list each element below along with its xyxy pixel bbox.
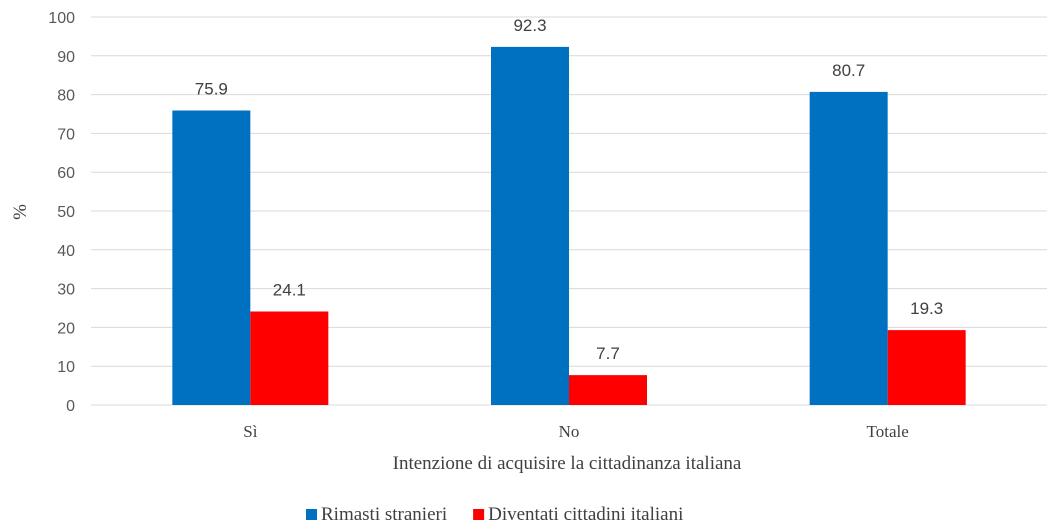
y-tick-label: 80 xyxy=(57,88,75,105)
data-label: 80.7 xyxy=(832,61,865,80)
y-tick-label: 100 xyxy=(48,10,75,27)
x-axis-categories: Sì No Totale xyxy=(243,422,909,441)
bars xyxy=(172,46,966,406)
data-label: 92.3 xyxy=(513,16,546,35)
x-tick-label: No xyxy=(559,422,580,441)
bar xyxy=(172,110,251,406)
legend-label: Diventati cittadini italiani xyxy=(488,504,683,525)
y-axis-title: % xyxy=(10,204,31,220)
data-labels: 75.9 24.1 92.3 7.7 80.7 19.3 xyxy=(195,16,943,363)
legend-swatch xyxy=(306,509,317,520)
x-tick-label: Sì xyxy=(243,422,257,441)
y-tick-label: 70 xyxy=(57,126,75,143)
y-tick-label: 20 xyxy=(57,320,75,337)
y-tick-label: 60 xyxy=(57,165,75,182)
x-axis-title: Intenzione di acquisire la cittadinanza … xyxy=(393,453,742,474)
y-tick-label: 50 xyxy=(57,204,75,221)
data-label: 24.1 xyxy=(273,280,306,299)
legend: Rimasti stranieri Diventati cittadini ita… xyxy=(306,504,683,525)
y-tick-label: 40 xyxy=(57,243,75,260)
legend-label: Rimasti stranieri xyxy=(321,504,447,525)
y-tick-label: 0 xyxy=(66,398,75,415)
bar xyxy=(569,375,647,405)
y-axis-ticks: 0 10 20 30 40 50 60 70 80 90 100 xyxy=(48,10,75,415)
y-tick-label: 90 xyxy=(57,49,75,66)
data-label: 19.3 xyxy=(910,299,943,318)
bar xyxy=(250,311,329,405)
data-label: 7.7 xyxy=(596,344,620,363)
bar xyxy=(491,46,569,405)
x-tick-label: Totale xyxy=(867,422,909,441)
bar xyxy=(887,330,966,405)
legend-swatch xyxy=(473,509,485,520)
bar xyxy=(809,91,888,405)
y-tick-label: 30 xyxy=(57,282,75,299)
y-tick-label: 10 xyxy=(57,359,75,376)
data-label: 75.9 xyxy=(195,80,228,99)
